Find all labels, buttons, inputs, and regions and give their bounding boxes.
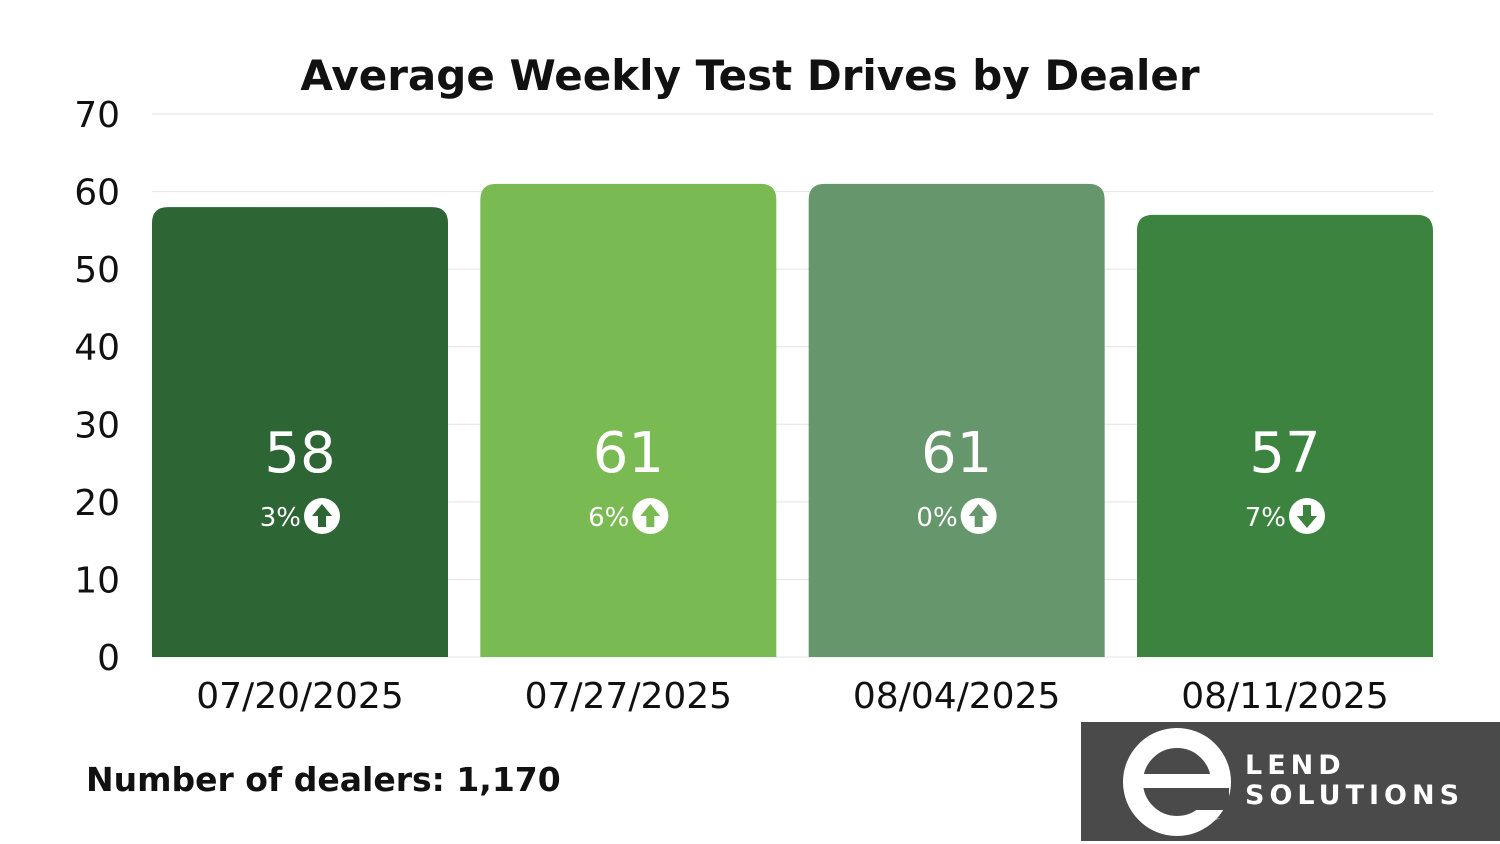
- y-tick-label: 60: [74, 173, 120, 214]
- y-tick-label: 70: [74, 95, 120, 136]
- bar-1: [152, 207, 448, 658]
- bar-value-label: 58: [264, 421, 335, 486]
- arrow-up-circle-icon: [304, 498, 340, 534]
- bar-3: [808, 183, 1105, 658]
- change-percent-label: 6%: [588, 503, 629, 533]
- logo-text-lend: LEND: [1245, 750, 1346, 781]
- bar-value-label: 57: [1249, 421, 1320, 486]
- x-tick-label: 08/04/2025: [853, 676, 1061, 717]
- arrow-down-circle-icon: [1289, 498, 1325, 534]
- bar-value-label: 61: [593, 421, 664, 486]
- elend-solutions-logo: LEND SOLUTIONS: [1081, 722, 1500, 841]
- bar-4: [1137, 214, 1433, 658]
- logo-text-solutions: SOLUTIONS: [1245, 780, 1465, 811]
- bars: 58 3% 61 6% 61 0% 57 7%: [152, 183, 1433, 658]
- y-tick-label: 50: [74, 250, 120, 291]
- y-tick-label: 10: [74, 560, 120, 601]
- change-percent-label: 0%: [916, 503, 957, 533]
- e-swoosh-logo-icon: [1123, 728, 1231, 836]
- y-tick-label: 40: [74, 328, 120, 369]
- x-tick-label: 08/11/2025: [1181, 676, 1389, 717]
- y-tick-label: 0: [97, 638, 120, 679]
- arrow-up-circle-icon: [960, 498, 997, 534]
- chart-title: Average Weekly Test Drives by Dealer: [300, 51, 1200, 100]
- bar-2: [480, 183, 777, 658]
- bar-value-label: 61: [921, 421, 992, 486]
- x-axis: 07/20/2025 07/27/2025 08/04/2025 08/11/2025: [196, 676, 1389, 717]
- x-tick-label: 07/20/2025: [196, 676, 404, 717]
- y-axis: 0 10 20 30 40 50 60 70: [74, 95, 120, 679]
- y-tick-label: 20: [74, 483, 120, 524]
- x-tick-label: 07/27/2025: [525, 676, 733, 717]
- y-tick-label: 30: [74, 405, 120, 446]
- change-percent-label: 3%: [260, 503, 301, 533]
- change-percent-label: 7%: [1245, 503, 1286, 533]
- arrow-up-circle-icon: [632, 498, 669, 534]
- dealer-count-footnote: Number of dealers: 1,170: [86, 760, 561, 799]
